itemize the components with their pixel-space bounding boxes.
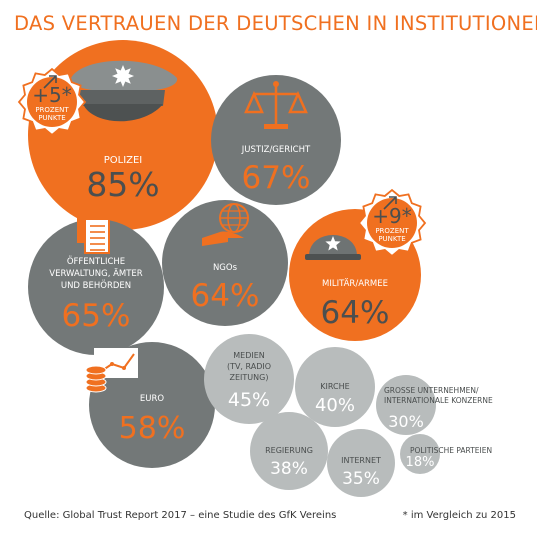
bubble-label-regierung: REGIERUNG [265,446,313,455]
bubble-circle-justiz-gericht [211,75,341,205]
bubble-value-politische-parteien: 18% [406,455,435,470]
bubble-regierung: REGIERUNG 38% [250,412,328,490]
bubble-internet: INTERNET 35% [327,429,395,497]
badge-value-polizei: +5* [32,83,71,107]
bubble-label-justiz-gericht: JUSTIZ/GERICHT [241,145,311,155]
scales-icon [244,81,308,129]
bubble-ngos: NGOs 64% [162,200,288,326]
bubble-medien: MEDIEN (TV, RADIO ZEITUNG) 45% [204,334,294,424]
bubble-circle-grosse-unternehmen [376,375,436,435]
bubble-value-justiz-gericht: 67% [242,160,311,196]
bubble-kirche: KIRCHE 40% [295,347,375,427]
badge-unit-militaer-armee: PROZENT [375,227,409,235]
bubble-circle-regierung [250,412,328,490]
bubble-label-militaer-armee: MILITÄR/ARMEE [322,278,388,289]
badge-unit-polizei: PUNKTE [38,114,65,122]
bubble-value-internet: 35% [342,469,380,489]
bubble-value-oeffentliche: 65% [62,298,131,334]
documents-icon [77,213,110,254]
footnote: * im Vergleich zu 2015 [402,510,516,521]
bubble-value-ngos: 64% [191,278,260,314]
bubble-label-oeffentliche: VERWALTUNG, ÄMTER [49,268,143,279]
bubble-label-medien: (TV, RADIO [227,362,271,371]
bubble-justiz-gericht: JUSTIZ/GERICHT 67% [211,75,341,205]
bubble-label-ngos: NGOs [213,263,238,273]
bubble-value-euro: 58% [119,411,186,446]
bubble-label-euro: EURO [140,394,164,404]
badge-unit-polizei: PROZENT [35,106,69,114]
trend-arrow-icon [383,196,397,210]
bubble-label-oeffentliche: UND BEHÖRDEN [61,280,131,291]
police-cap-icon [70,60,178,122]
bubble-label-kirche: KIRCHE [320,382,349,391]
bubble-value-militaer-armee: 64% [321,295,390,331]
globe-hand-icon [202,203,249,246]
bubble-circle-kirche [295,347,375,427]
trend-arrow-icon [43,75,57,89]
bubble-label-internet: INTERNET [341,456,381,465]
bubble-circle-internet [327,429,395,497]
bubble-value-polizei: 85% [86,165,159,204]
chart-title: DAS VERTRAUEN DER DEUTSCHEN IN INSTITUTI… [14,12,537,35]
coins-chart-icon [85,348,138,393]
bubble-circle-ngos [162,200,288,326]
bubble-value-kirche: 40% [315,395,355,416]
helmet-icon [305,235,361,260]
bubble-grosse-unternehmen: GROSSE UNTERNEHMEN/INTERNATIONALE KONZER… [376,375,493,435]
bubble-value-grosse-unternehmen: 30% [388,412,424,431]
badge-value-militaer-armee: +9* [372,204,411,228]
bubble-label-grosse-unternehmen: GROSSE UNTERNEHMEN/ [384,386,479,395]
bubble-euro: EURO 58% [85,342,215,468]
bubble-label-polizei: POLIZEI [104,155,143,166]
bubble-label-medien: MEDIEN [233,351,265,360]
bubble-label-oeffentliche: ÖFFENTLICHE [67,256,125,267]
bubble-label-medien: ZEITUNG) [230,373,269,382]
bubble-label-politische-parteien: POLITISCHE PARTEIEN [410,446,492,455]
badge-unit-militaer-armee: PUNKTE [378,235,405,243]
source-note: Quelle: Global Trust Report 2017 – eine … [24,510,337,521]
bubble-circle-medien [204,334,294,424]
bubble-value-regierung: 38% [270,459,308,479]
bubble-label-grosse-unternehmen: INTERNATIONALE KONZERNE [384,396,493,405]
bubble-circle-politische-parteien [400,434,440,474]
bubble-circle-oeffentliche [28,219,164,355]
bubble-value-medien: 45% [228,389,270,411]
